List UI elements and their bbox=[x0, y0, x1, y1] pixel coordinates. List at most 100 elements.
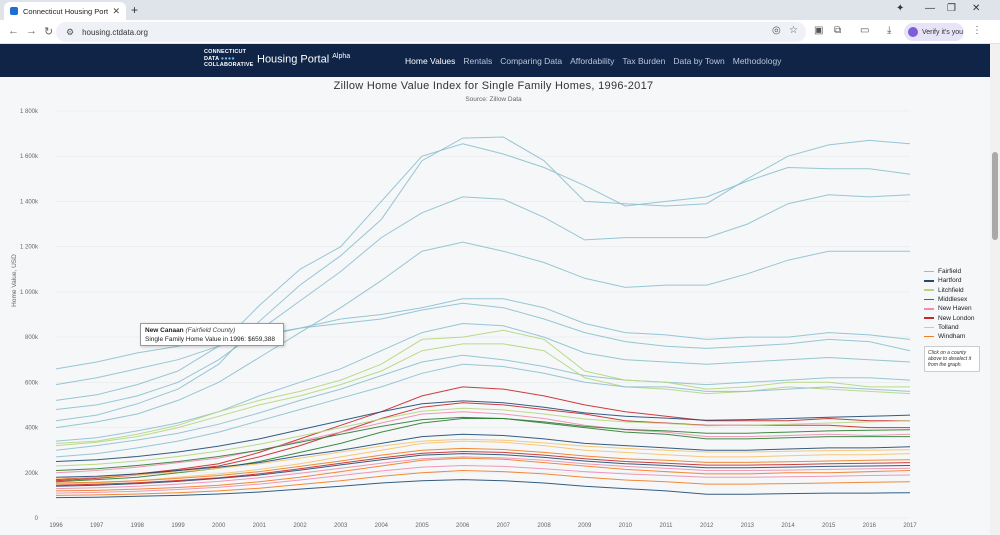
series-line-hartford[interactable] bbox=[55, 479, 911, 499]
series-line-litchfield[interactable] bbox=[55, 343, 911, 447]
y-tick-label: 1 200k bbox=[20, 245, 39, 251]
brand-text: Housing Portal bbox=[257, 53, 330, 66]
site-menu: Home Values Rentals Comparing Data Affor… bbox=[405, 56, 781, 66]
series-line-litchfield[interactable] bbox=[55, 407, 911, 467]
browser-tab[interactable]: Connecticut Housing Portal by ✕ bbox=[4, 2, 126, 20]
restore-button[interactable]: ❐ bbox=[947, 3, 956, 14]
menu-tax-burden[interactable]: Tax Burden bbox=[622, 56, 666, 66]
series-line-litchfield[interactable] bbox=[55, 329, 910, 444]
menu-comparing-data[interactable]: Comparing Data bbox=[500, 56, 563, 66]
x-tick-label: 1997 bbox=[90, 523, 104, 529]
legend-label: Litchfield bbox=[938, 286, 964, 294]
verify-label: Verify it's you bbox=[922, 28, 964, 36]
site-brand[interactable]: Housing Portal Alpha bbox=[257, 53, 350, 66]
sparkle-icon[interactable]: ✦ bbox=[896, 3, 905, 14]
y-tick-label: 600k bbox=[25, 380, 39, 386]
series-line-fairfield[interactable] bbox=[55, 241, 910, 429]
y-tick-label: 1 000k bbox=[20, 290, 39, 296]
reload-icon[interactable]: ↻ bbox=[44, 26, 54, 38]
tab-title: Connecticut Housing Portal by bbox=[23, 6, 109, 16]
x-tick-label: 2005 bbox=[415, 523, 429, 529]
series-line-fairfield[interactable] bbox=[55, 194, 911, 410]
chart-container: Zillow Home Value Index for Single Famil… bbox=[0, 77, 1000, 535]
profile-verify-button[interactable]: Verify it's you bbox=[904, 23, 964, 41]
bookmark-star-icon[interactable]: ☆ bbox=[789, 25, 798, 36]
series-line-fairfield[interactable] bbox=[55, 143, 911, 401]
series-line-hartford[interactable] bbox=[55, 433, 911, 478]
menu-affordability[interactable]: Affordability bbox=[570, 56, 615, 66]
x-tick-label: 2015 bbox=[822, 523, 836, 529]
address-bar[interactable]: ⚙ housing.ctdata.org bbox=[56, 22, 806, 42]
series-line-fairfield[interactable] bbox=[55, 302, 911, 386]
logo-data-text: DATA bbox=[204, 55, 220, 62]
series-line-fairfield[interactable] bbox=[55, 136, 911, 422]
close-window-button[interactable]: ✕ bbox=[972, 3, 981, 14]
cast-icon[interactable]: ▭ bbox=[860, 25, 870, 36]
series-line-windham[interactable] bbox=[55, 447, 911, 484]
menu-rentals[interactable]: Rentals bbox=[463, 56, 493, 66]
logo-line-2: DATA ●●●● bbox=[204, 56, 254, 63]
menu-methodology[interactable]: Methodology bbox=[732, 56, 782, 66]
series-line-new-haven[interactable] bbox=[55, 456, 911, 490]
chart-svg[interactable]: 0 200k 400k 600k 800k 1 000k 1 200k 1 400k 1 600… bbox=[0, 77, 990, 535]
legend-swatch bbox=[924, 317, 934, 319]
profile-avatar-icon bbox=[908, 27, 918, 37]
legend-item-fairfield[interactable]: Fairfield bbox=[924, 267, 984, 276]
x-tick-label: 2001 bbox=[253, 523, 267, 529]
legend-item-litchfield[interactable]: Litchfield bbox=[924, 286, 984, 295]
series-line-hartford[interactable] bbox=[55, 400, 911, 462]
legend-swatch bbox=[924, 289, 934, 291]
extensions-puzzle-icon[interactable]: ⧉ bbox=[834, 25, 842, 36]
legend-item-tolland[interactable]: Tolland bbox=[924, 323, 984, 332]
forward-icon[interactable]: → bbox=[26, 25, 37, 37]
kebab-menu-icon[interactable]: ⋮ bbox=[972, 25, 982, 36]
series-line-windham[interactable] bbox=[55, 469, 911, 496]
back-icon[interactable]: ← bbox=[8, 25, 19, 37]
page-scrollbar[interactable] bbox=[990, 44, 1000, 535]
download-icon[interactable]: ⤓ bbox=[887, 25, 892, 36]
extension-u-icon[interactable]: ▣ bbox=[814, 25, 824, 36]
series-line-middlesex[interactable] bbox=[55, 416, 911, 471]
menu-home-values[interactable]: Home Values bbox=[405, 56, 456, 66]
series-line-fairfield[interactable] bbox=[55, 363, 911, 458]
legend-label: New Haven bbox=[938, 305, 972, 313]
series-line-hartford[interactable] bbox=[55, 453, 911, 487]
legend-item-new-london[interactable]: New London bbox=[924, 313, 984, 322]
x-tick-label: 2011 bbox=[660, 523, 674, 529]
legend-swatch bbox=[924, 298, 934, 301]
x-tick-label: 2007 bbox=[497, 523, 511, 529]
series-line-new-haven[interactable] bbox=[55, 464, 911, 494]
ctdata-logo[interactable]: CONNECTICUT DATA ●●●● COLLABORATIVE bbox=[204, 49, 254, 69]
browser-tabstrip: Connecticut Housing Portal by ✕ + ✦ — ❐ … bbox=[0, 0, 1000, 20]
series-line-fairfield[interactable] bbox=[55, 354, 911, 451]
legend-item-new-haven[interactable]: New Haven bbox=[924, 304, 984, 313]
series-line-new-london[interactable] bbox=[55, 402, 910, 482]
legend-label: Fairfield bbox=[938, 268, 962, 276]
tab-favicon-icon bbox=[10, 7, 18, 15]
eye-off-icon[interactable]: ◎ bbox=[772, 25, 781, 36]
minimize-button[interactable]: — bbox=[925, 3, 935, 14]
tab-close-icon[interactable]: ✕ bbox=[112, 5, 120, 16]
x-tick-label: 2010 bbox=[619, 523, 633, 529]
scrollbar-thumb[interactable] bbox=[992, 152, 998, 240]
legend-item-windham[interactable]: Windham bbox=[924, 332, 984, 341]
legend-item-middlesex[interactable]: Middlesex bbox=[924, 295, 984, 304]
series-line-fairfield[interactable] bbox=[55, 322, 911, 442]
site-info-icon[interactable]: ⚙ bbox=[66, 26, 75, 37]
series-line-tolland[interactable] bbox=[55, 438, 911, 479]
series-line-windham[interactable] bbox=[55, 457, 911, 492]
series-line-new-london[interactable] bbox=[55, 386, 910, 481]
series-line-new-london[interactable] bbox=[55, 450, 911, 486]
y-tick-label: 800k bbox=[25, 335, 39, 341]
new-tab-button[interactable]: + bbox=[131, 3, 139, 17]
legend-swatch bbox=[924, 308, 934, 310]
legend-swatch bbox=[924, 326, 934, 329]
series-line-tolland[interactable] bbox=[55, 440, 911, 485]
legend-item-hartford[interactable]: Hartford bbox=[924, 276, 984, 285]
x-tick-label: 2017 bbox=[903, 523, 917, 529]
legend-label: New London bbox=[938, 314, 975, 322]
x-tick-label: 2000 bbox=[212, 523, 226, 529]
menu-data-by-town[interactable]: Data by Town bbox=[673, 56, 725, 66]
series-line-new-haven[interactable] bbox=[55, 411, 911, 474]
series-line-middlesex[interactable] bbox=[55, 418, 910, 483]
